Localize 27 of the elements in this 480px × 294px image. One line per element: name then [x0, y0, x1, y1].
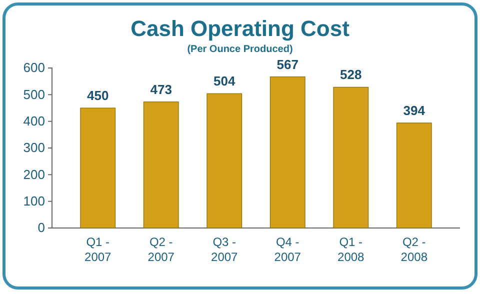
- y-tick-label: 600: [23, 60, 45, 76]
- bar: [333, 86, 369, 228]
- y-tick-label: 300: [23, 140, 45, 156]
- chart-title: Cash Operating Cost: [130, 16, 350, 41]
- bar: [396, 122, 432, 228]
- data-label: 504: [214, 74, 236, 89]
- data-label: 567: [276, 56, 298, 72]
- x-tick-label: Q4 - 2007: [274, 235, 302, 264]
- y-tick-label: 0: [38, 220, 45, 236]
- data-label: 394: [403, 102, 426, 118]
- data-label: 473: [150, 82, 172, 97]
- bar: [270, 76, 306, 228]
- bar: [80, 108, 116, 228]
- y-tick-label: 400: [23, 113, 45, 128]
- x-tick-label: Q1 - 2007: [84, 235, 112, 264]
- bar: [206, 93, 242, 228]
- bar: [143, 102, 179, 228]
- x-tick-label: Q2 - 2008: [400, 235, 428, 264]
- x-tick-label: Q3 - 2007: [211, 235, 238, 264]
- x-tick-label: Q2 - 2007: [148, 235, 175, 264]
- data-label: 528: [340, 67, 362, 82]
- data-label: 450: [87, 88, 109, 103]
- y-tick-label: 100: [23, 193, 45, 208]
- y-tick-label: 500: [23, 86, 45, 102]
- y-tick-label: 200: [23, 166, 45, 182]
- chart-subtitle: (Per Ounce Produced): [187, 44, 293, 55]
- x-tick-label: Q1 - 2008: [338, 235, 365, 264]
